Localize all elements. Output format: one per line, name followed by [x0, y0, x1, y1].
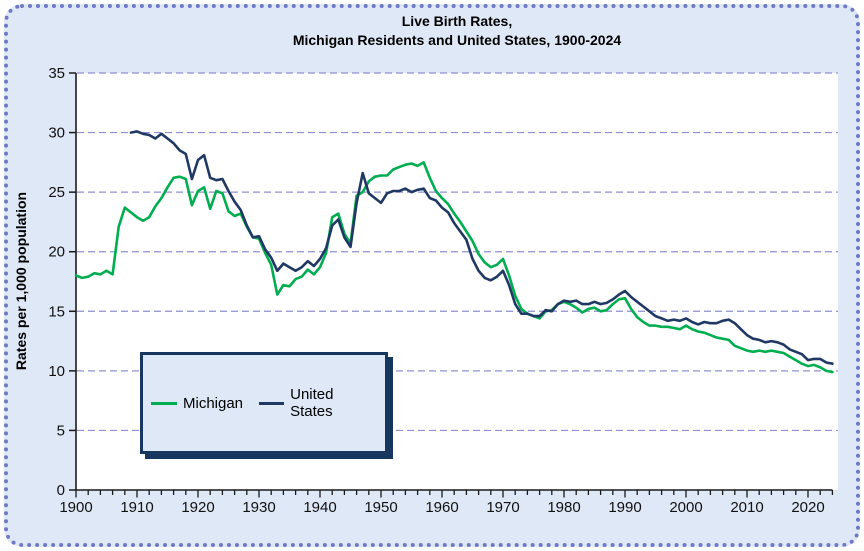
x-tick-label: 1970: [486, 499, 519, 516]
united-states-line-swatch: [259, 401, 285, 405]
y-tick-label: 30: [48, 125, 65, 142]
legend-label-united-states: United States: [290, 386, 334, 420]
michigan-series-line: [74, 161, 834, 374]
y-axis-title: Rates per 1,000 population: [13, 191, 29, 371]
x-tick-label: 1910: [120, 499, 153, 516]
legend: Michigan United States: [140, 352, 388, 454]
chart-title-line2: Michigan Residents and United States, 19…: [292, 32, 622, 48]
legend-item-united-states: United States: [259, 386, 377, 420]
x-tick-label: 1960: [425, 499, 458, 516]
y-tick-label: 20: [48, 244, 65, 261]
x-tick-label: 1980: [547, 499, 580, 516]
legend-label-michigan: Michigan: [183, 394, 244, 412]
x-tick-label: 1930: [242, 499, 275, 516]
x-tick-label: 1990: [608, 499, 641, 516]
x-tick-label: 2000: [669, 499, 702, 516]
x-tick-label: 1920: [181, 499, 214, 516]
legend-item-michigan: Michigan: [151, 395, 243, 412]
chart-title-line1: Live Birth Rates,: [401, 13, 513, 29]
x-tick-label: 1950: [364, 499, 397, 516]
united-states-series-line: [129, 130, 834, 366]
x-tick-label: 1940: [303, 499, 336, 516]
y-tick-label: 5: [57, 422, 65, 439]
y-tick-label: 10: [48, 363, 65, 380]
x-tick-label: 1900: [59, 499, 92, 516]
y-tick-label: 0: [57, 482, 65, 499]
y-tick-label: 25: [48, 184, 65, 201]
x-tick-label: 2010: [730, 499, 763, 516]
x-tick-label: 2020: [791, 499, 824, 516]
y-tick-label: 35: [48, 65, 65, 82]
y-tick-label: 15: [48, 303, 65, 320]
michigan-line-swatch: [151, 401, 177, 405]
chart-title: Live Birth Rates, Michigan Residents and…: [76, 12, 838, 50]
